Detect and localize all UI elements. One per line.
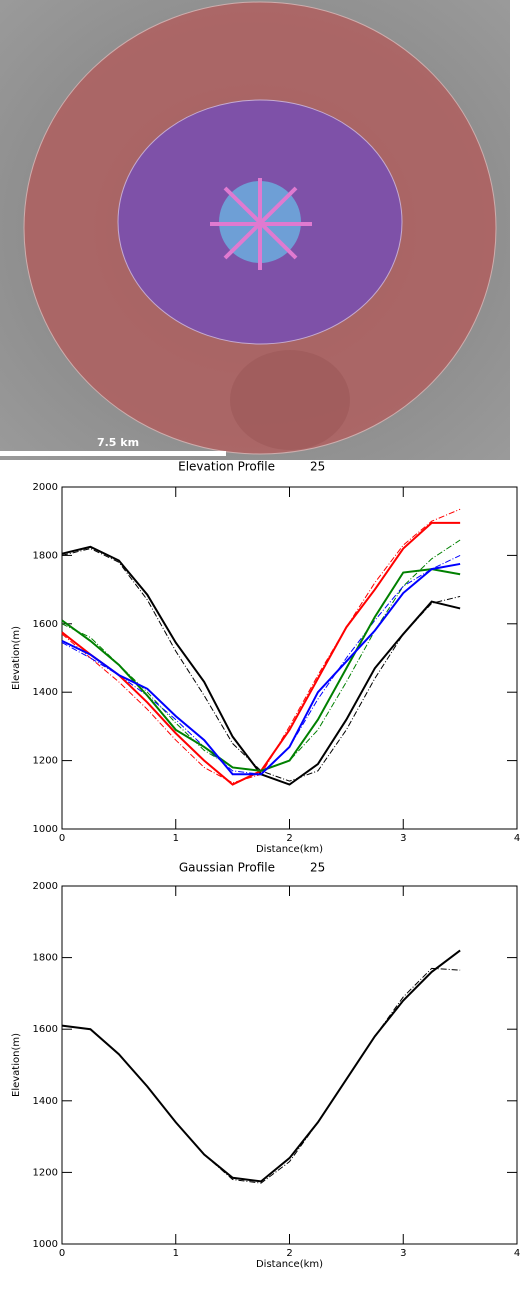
y-axis-label: Elevation(m) (11, 626, 22, 690)
data-line (61, 949, 461, 1183)
x-tick-label: 4 (514, 833, 520, 844)
profile-id: 25 (310, 861, 325, 875)
data-line (61, 568, 461, 772)
plot-frame (61, 486, 518, 830)
x-tick-label: 3 (400, 833, 406, 844)
x-tick-label: 1 (173, 833, 179, 844)
y-tick-label: 1200 (33, 756, 58, 767)
x-tick-label: 1 (173, 1248, 179, 1259)
scale-bar (0, 451, 226, 456)
y-tick-label: 1400 (33, 1096, 58, 1107)
x-tick-label: 0 (59, 833, 65, 844)
y-tick-label: 1800 (33, 550, 58, 561)
x-tick-label: 0 (59, 1248, 65, 1259)
plot-frame (61, 885, 518, 1245)
data-line (61, 539, 461, 772)
chart-title: Gaussian Profile (179, 861, 275, 875)
data-line (61, 554, 461, 775)
data-line (61, 562, 461, 776)
profile-line (223, 186, 298, 260)
y-tick-label: 1200 (33, 1167, 58, 1178)
data-line (61, 521, 461, 786)
x-axis-label: Distance(km) (256, 1259, 323, 1270)
chart-title: Elevation Profile (178, 460, 275, 474)
data-line (61, 545, 461, 786)
y-tick-label: 2000 (33, 881, 58, 892)
data-line (61, 508, 461, 784)
y-tick-label: 1000 (33, 1239, 58, 1250)
x-tick-label: 2 (286, 1248, 292, 1259)
y-tick-label: 1800 (33, 953, 58, 964)
x-tick-label: 2 (286, 833, 292, 844)
data-line (61, 548, 461, 782)
scale-label: 7.5 km (97, 436, 139, 449)
profile-lines (210, 178, 312, 270)
data-line (61, 967, 461, 1184)
y-axis-label: Elevation(m) (11, 1033, 22, 1097)
crater-image: 7.5 km (0, 0, 510, 460)
profile-id: 25 (310, 460, 325, 474)
y-tick-label: 1000 (33, 824, 58, 835)
x-tick-label: 3 (400, 1248, 406, 1259)
y-tick-label: 1400 (33, 687, 58, 698)
y-tick-label: 2000 (33, 482, 58, 493)
x-tick-label: 4 (514, 1248, 520, 1259)
y-tick-label: 1600 (33, 1024, 58, 1035)
x-axis-label: Distance(km) (256, 844, 323, 855)
y-tick-label: 1600 (33, 619, 58, 630)
